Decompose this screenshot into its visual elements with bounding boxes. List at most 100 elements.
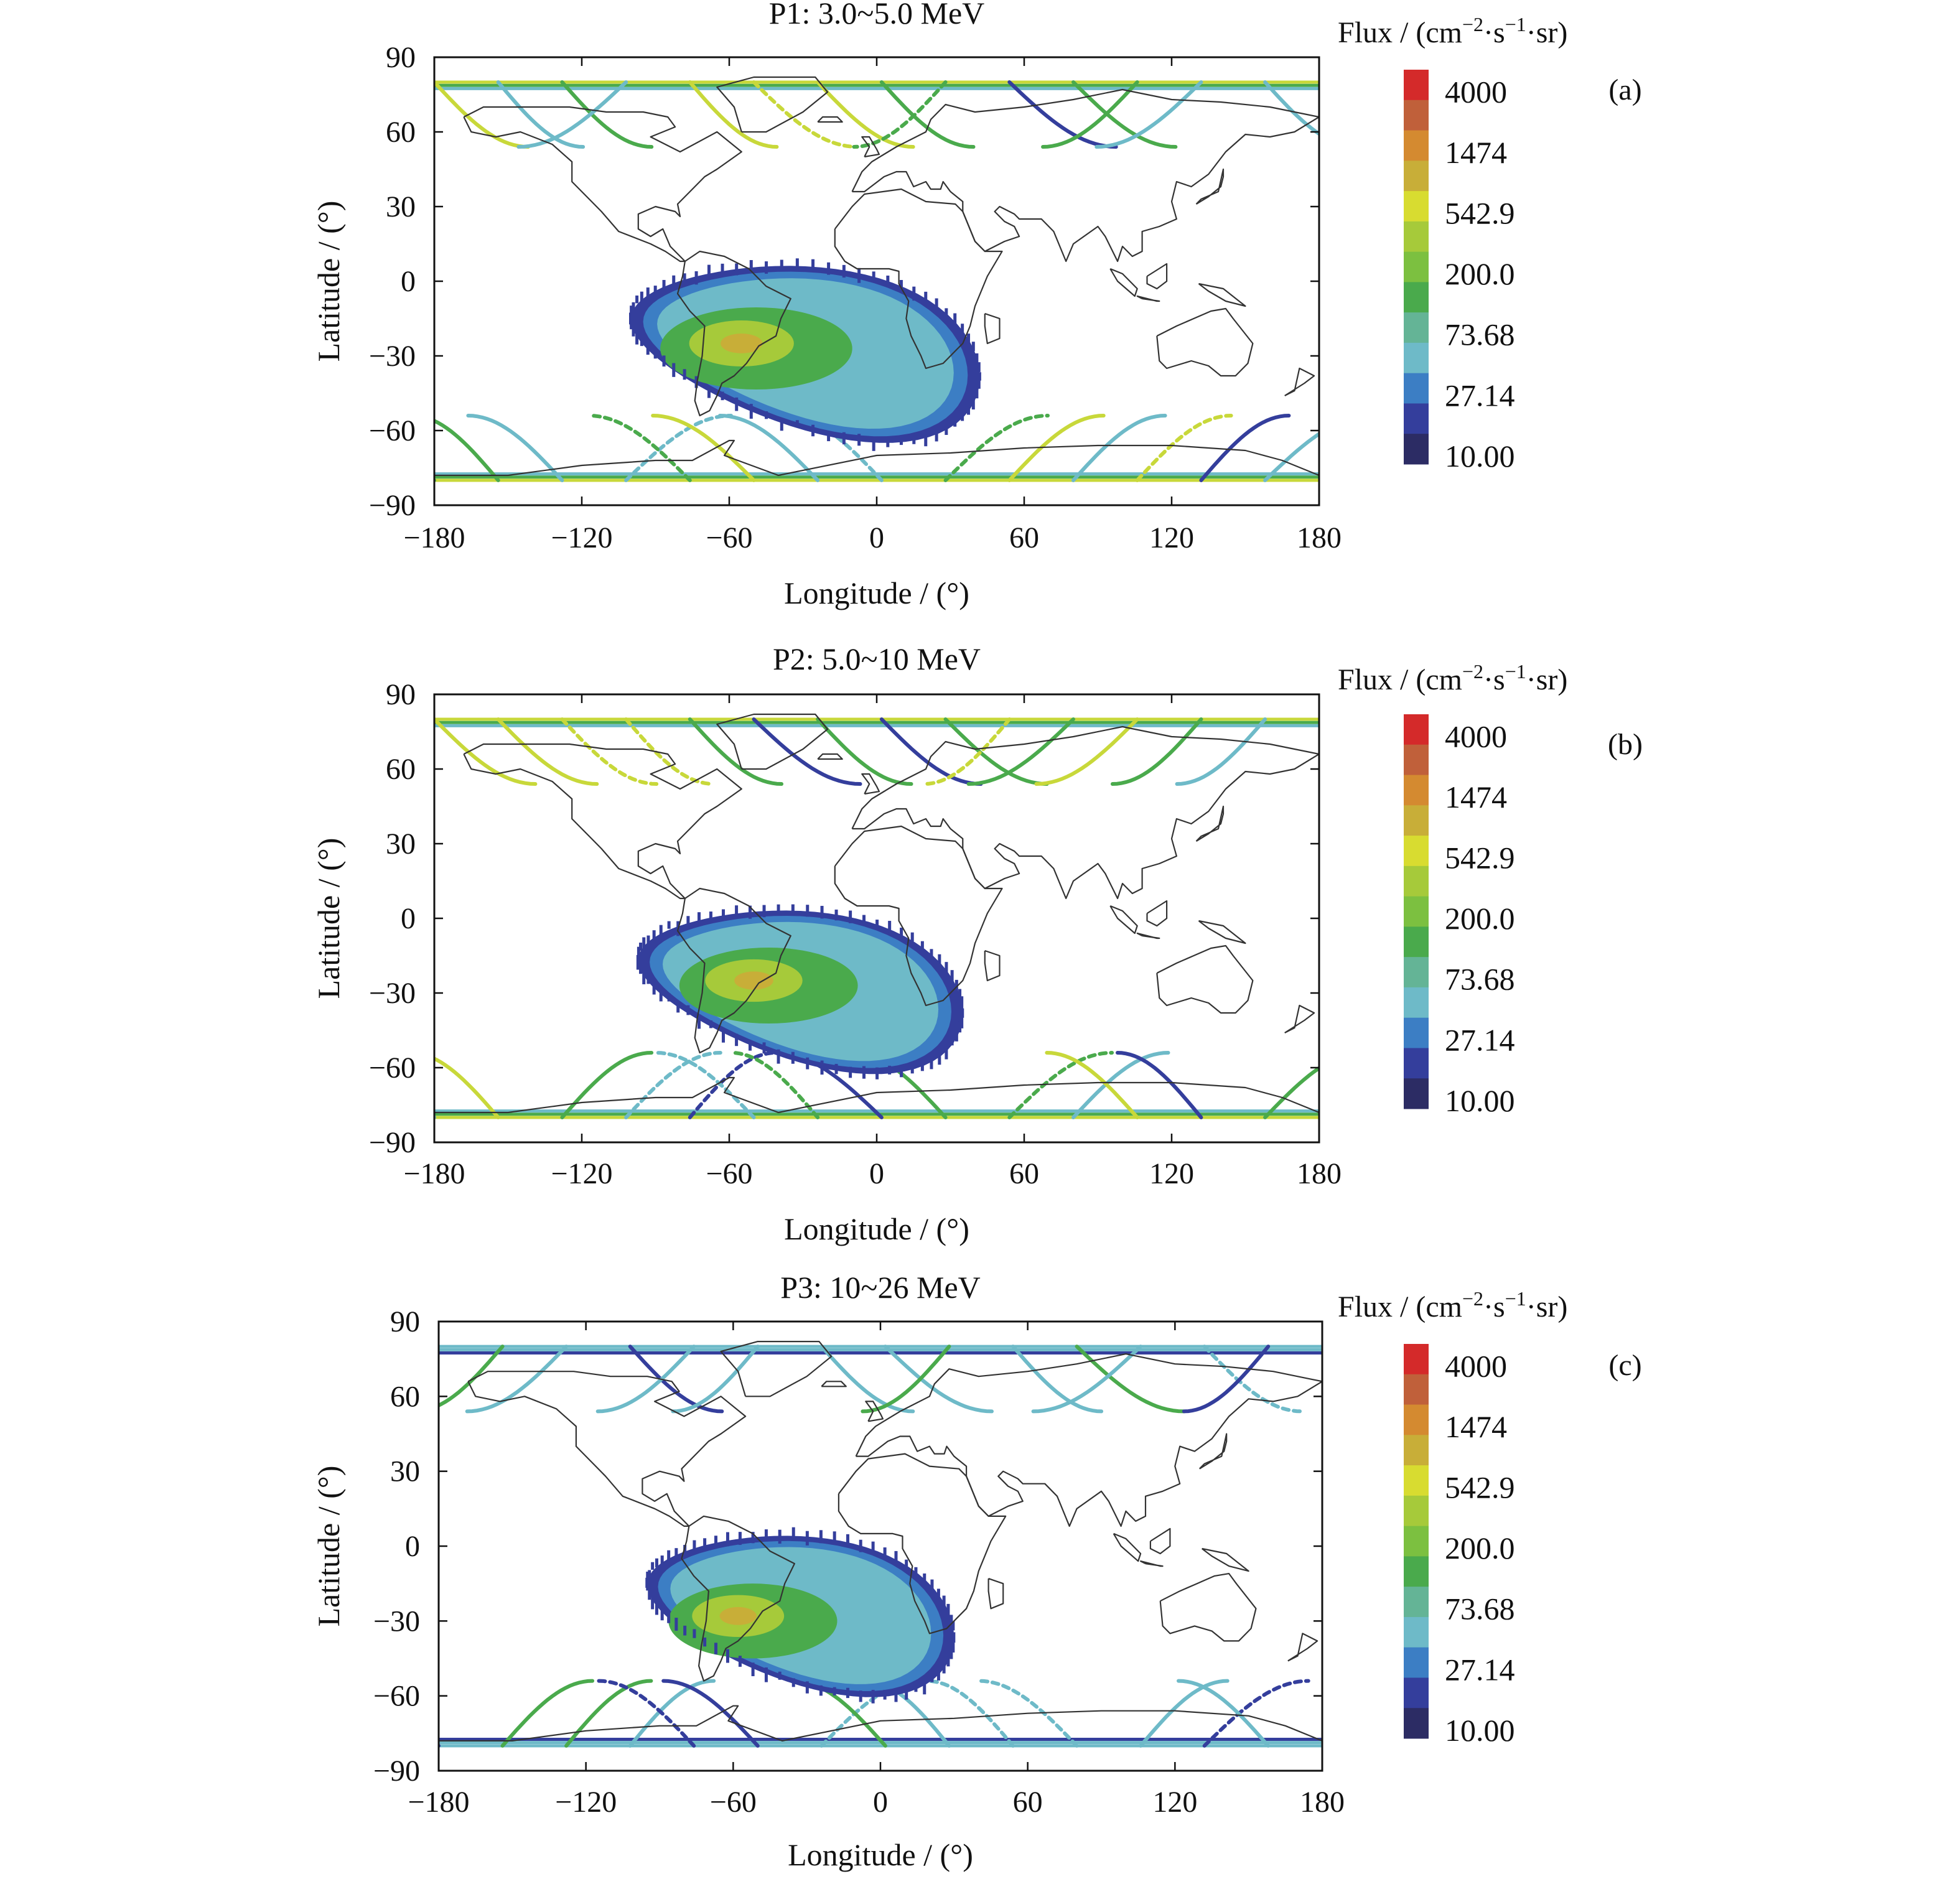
saa-fringe <box>833 1687 836 1696</box>
orbit-track <box>1199 414 1291 482</box>
saa-fringe <box>795 420 799 428</box>
saa-fringe <box>883 1689 887 1700</box>
colorbar-segment <box>1404 1435 1429 1466</box>
saa-fringe <box>827 262 831 275</box>
saa-fringe <box>630 319 633 330</box>
colorbar-segment <box>1404 161 1429 192</box>
orbit-track <box>688 717 783 786</box>
saa-fringe <box>777 1049 780 1064</box>
saa-fringe <box>703 1538 707 1552</box>
y-tick-label: 30 <box>386 190 416 223</box>
colorbar-segment <box>1404 1078 1429 1109</box>
saa-fringe <box>795 258 799 268</box>
saa-fringe <box>849 1066 852 1078</box>
saa-fringe <box>703 1637 707 1647</box>
orbit-track <box>1007 414 1106 482</box>
saa-fringe <box>683 1625 687 1636</box>
saa-fringe <box>900 1066 903 1078</box>
saa-fringe <box>709 912 712 920</box>
coastline <box>681 1515 795 1682</box>
saa-fringe <box>842 264 846 278</box>
saa-fringe <box>646 1582 650 1591</box>
orbit-track <box>1034 717 1139 786</box>
colorbar-segment <box>1404 100 1429 131</box>
y-tick-label: −60 <box>373 1680 420 1713</box>
saa-fringe <box>833 1531 836 1541</box>
saa-fringe <box>894 1550 898 1560</box>
saa-fringe <box>871 1541 875 1554</box>
coastline <box>817 753 843 760</box>
x-tick-label: −180 <box>403 521 465 554</box>
colorbar-title-part: −1 <box>1505 13 1526 35</box>
orbit-track <box>1175 717 1267 786</box>
y-tick-label: 90 <box>386 41 416 74</box>
saa-fringe <box>967 404 971 415</box>
coastline <box>984 312 1001 345</box>
coastline <box>1156 307 1254 377</box>
colorbar-segment <box>1404 1677 1429 1709</box>
saa-fringe <box>791 904 795 912</box>
orbit-track <box>1007 1051 1114 1119</box>
colorbar-segment <box>1404 373 1429 404</box>
y-tick-label: 90 <box>390 1305 420 1338</box>
saa-fringe <box>667 921 671 929</box>
colorbar-title-part: −1 <box>1505 1287 1526 1310</box>
saa-fringe <box>635 295 639 304</box>
saa-fringe <box>905 1686 908 1700</box>
x-tick-label: 120 <box>1149 1157 1194 1190</box>
coastlines <box>439 1341 1322 1741</box>
colorbar-tick-label: 542.9 <box>1445 841 1515 875</box>
saa-fringe <box>683 369 686 380</box>
saa-fringe <box>942 1595 946 1610</box>
orbit-track <box>977 1679 1079 1748</box>
colorbar-segment <box>1404 342 1429 374</box>
y-tick-label: 60 <box>386 116 416 149</box>
y-tick-label: 0 <box>405 1530 420 1563</box>
saa-fringe <box>977 380 981 389</box>
tick-marks <box>437 1320 1323 1772</box>
saa-fringe <box>726 1532 729 1547</box>
orbit-tracks <box>439 1345 1322 1748</box>
orbit-tracks <box>434 717 1319 1119</box>
saa-fringe <box>694 271 698 285</box>
colorbar-segment <box>1404 312 1429 343</box>
saa-fringe <box>930 1579 934 1593</box>
saa-fringe <box>952 1632 956 1643</box>
saa-fringe <box>960 996 964 1010</box>
coastline <box>1149 1527 1171 1555</box>
colorbar-segment <box>1404 403 1429 434</box>
coastline <box>676 250 791 417</box>
coastline <box>834 188 1003 370</box>
colorbar: 4000 1474 542.9 200.0 73.68 27.14 10.00 Flux / … <box>1338 13 1567 473</box>
orbit-track <box>1041 80 1139 149</box>
y-tick-label: 60 <box>390 1380 420 1413</box>
orbit-track <box>943 414 1050 482</box>
saa-fringe <box>938 954 941 967</box>
panel-label: (b) <box>1608 728 1643 761</box>
orbit-track <box>434 1056 500 1119</box>
coastline <box>1195 805 1225 842</box>
orbit-track <box>595 1345 696 1414</box>
saa-fringe <box>936 1669 940 1681</box>
colorbar-segment <box>1404 1616 1429 1648</box>
colorbar-segment <box>1404 896 1429 927</box>
saa-fringe <box>646 935 650 950</box>
coastline <box>861 773 880 795</box>
orbit-track <box>466 414 564 482</box>
saa-fringe <box>805 1531 809 1546</box>
saa-fringe <box>655 1558 658 1568</box>
saa-fringe <box>930 1674 934 1682</box>
saa-fringe <box>846 1687 849 1699</box>
saa-fringe <box>698 912 701 922</box>
map-area <box>439 1341 1322 1748</box>
saa-fringe <box>859 1690 862 1702</box>
orbit-track <box>1263 431 1319 482</box>
saa-fringe <box>834 909 838 921</box>
colorbar-segment <box>1404 191 1429 222</box>
x-tick-label: −120 <box>555 1786 617 1819</box>
saa-fringe <box>924 291 928 301</box>
saa-fringe <box>886 275 890 287</box>
colorbar-segment <box>1404 1465 1429 1496</box>
y-axis-label: Latitude / (°) <box>311 838 346 999</box>
orbit-track <box>1007 80 1118 149</box>
